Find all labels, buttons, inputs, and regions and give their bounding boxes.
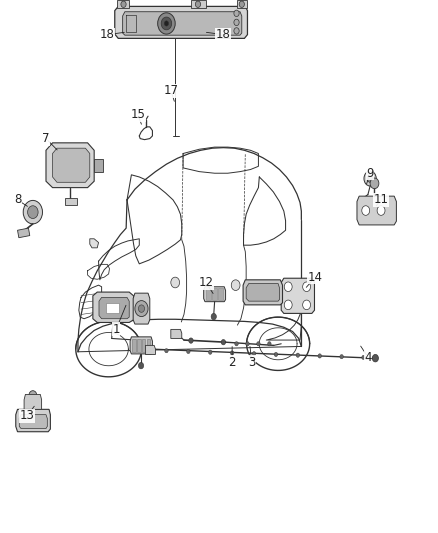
Circle shape (372, 354, 378, 362)
Polygon shape (246, 284, 279, 301)
Circle shape (231, 280, 240, 290)
Circle shape (362, 356, 365, 360)
Polygon shape (94, 159, 103, 172)
Polygon shape (133, 293, 150, 324)
Polygon shape (18, 228, 30, 238)
Circle shape (252, 352, 256, 356)
Circle shape (364, 171, 376, 186)
Circle shape (340, 354, 343, 359)
Circle shape (211, 313, 216, 320)
Polygon shape (99, 297, 129, 319)
Circle shape (208, 350, 212, 354)
Polygon shape (191, 0, 206, 8)
Polygon shape (145, 345, 155, 354)
Polygon shape (137, 339, 141, 352)
Polygon shape (106, 303, 119, 313)
Text: 9: 9 (366, 167, 374, 180)
Text: 1: 1 (112, 323, 120, 336)
Circle shape (23, 200, 42, 224)
Circle shape (165, 349, 168, 353)
Circle shape (235, 342, 238, 346)
Circle shape (164, 21, 169, 26)
Polygon shape (243, 280, 283, 305)
Circle shape (318, 354, 321, 358)
Circle shape (230, 351, 234, 355)
Text: 8: 8 (14, 193, 21, 206)
Circle shape (158, 13, 175, 34)
Text: 12: 12 (198, 276, 213, 289)
Circle shape (274, 352, 278, 357)
Circle shape (239, 1, 244, 7)
Circle shape (303, 300, 311, 310)
Text: 3: 3 (248, 356, 255, 369)
Circle shape (161, 17, 172, 30)
Polygon shape (93, 292, 134, 322)
Polygon shape (218, 288, 223, 300)
Circle shape (268, 342, 271, 346)
Text: 17: 17 (163, 84, 178, 97)
Circle shape (257, 342, 260, 346)
Polygon shape (65, 198, 77, 205)
Text: 11: 11 (374, 193, 389, 206)
Polygon shape (115, 6, 247, 38)
Circle shape (370, 178, 379, 189)
Circle shape (367, 175, 373, 182)
Circle shape (377, 206, 385, 215)
Text: 18: 18 (216, 28, 231, 41)
Circle shape (138, 305, 145, 312)
Polygon shape (147, 339, 150, 352)
Polygon shape (123, 12, 242, 35)
Text: 2: 2 (228, 356, 236, 369)
Circle shape (138, 362, 144, 369)
Polygon shape (281, 278, 314, 313)
Polygon shape (212, 288, 217, 300)
Polygon shape (90, 239, 99, 248)
Polygon shape (46, 143, 94, 188)
Polygon shape (19, 415, 47, 429)
Circle shape (189, 338, 193, 343)
Text: 4: 4 (364, 351, 372, 364)
Polygon shape (117, 0, 129, 8)
Circle shape (195, 1, 201, 7)
Text: 15: 15 (131, 108, 145, 121)
Circle shape (28, 206, 38, 219)
Polygon shape (53, 148, 90, 182)
Circle shape (284, 282, 292, 292)
Polygon shape (16, 409, 50, 432)
Text: 7: 7 (42, 132, 50, 145)
Circle shape (303, 282, 311, 292)
Circle shape (135, 301, 148, 317)
Circle shape (246, 342, 249, 346)
Circle shape (362, 206, 370, 215)
Circle shape (121, 1, 126, 7)
Circle shape (234, 19, 239, 26)
Polygon shape (206, 288, 211, 300)
Text: 13: 13 (20, 409, 35, 422)
Polygon shape (204, 287, 226, 302)
Circle shape (234, 10, 239, 17)
Circle shape (171, 277, 180, 288)
Circle shape (221, 340, 226, 345)
Text: 18: 18 (100, 28, 115, 41)
Polygon shape (357, 196, 396, 225)
Circle shape (187, 349, 190, 353)
Polygon shape (237, 0, 247, 8)
Circle shape (234, 28, 239, 34)
Circle shape (29, 391, 37, 400)
Circle shape (284, 300, 292, 310)
Circle shape (296, 353, 300, 357)
Polygon shape (130, 337, 152, 354)
Polygon shape (24, 394, 42, 409)
Text: 14: 14 (308, 271, 323, 284)
Polygon shape (171, 329, 182, 338)
Polygon shape (142, 339, 145, 352)
Polygon shape (132, 339, 136, 352)
